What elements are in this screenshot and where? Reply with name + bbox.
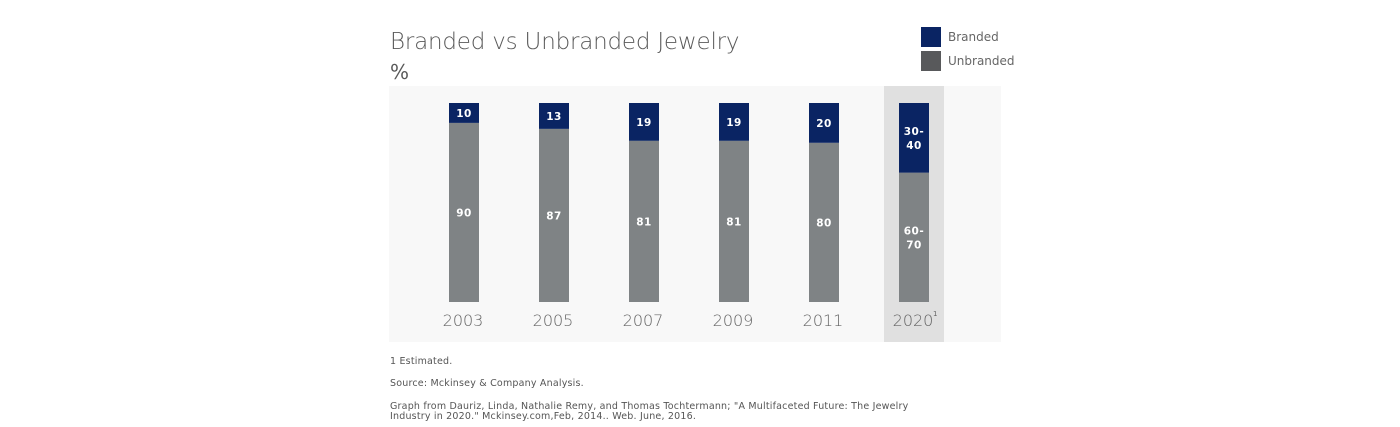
bar-unbranded-2003 (449, 122, 479, 303)
label-unbranded-2007: 81 (636, 216, 652, 228)
bar-unbranded-2005 (539, 128, 569, 302)
label-branded-2003: 10 (456, 108, 472, 120)
legend-label-unbranded: Unbranded (948, 54, 1015, 68)
bar-unbranded-2020 (899, 172, 929, 302)
x-tick-2011: 2011 (803, 311, 844, 330)
legend-swatch-branded (921, 27, 941, 47)
bar-branded-2009 (719, 103, 749, 141)
x-tick-2020: 2020 (893, 311, 934, 330)
label-unbranded-2005: 87 (546, 210, 562, 222)
bar-unbranded-2011 (809, 142, 839, 302)
label-branded-2020: 30-40 (904, 126, 924, 152)
x-tick-2003: 2003 (443, 311, 484, 330)
footnote-estimated: 1 Estimated. (390, 356, 453, 367)
label-branded-2007: 19 (636, 117, 652, 129)
bar-branded-2011 (809, 103, 839, 143)
legend-item-branded: Branded (921, 27, 1051, 47)
footnote-source: Source: Mckinsey & Company Analysis. (390, 378, 584, 389)
bar-branded-2005 (539, 103, 569, 129)
label-branded-2011: 20 (816, 118, 832, 130)
bar-branded-2020 (899, 103, 929, 173)
bar-unbranded-2009 (719, 140, 749, 302)
x-tick-2005: 2005 (533, 311, 574, 330)
label-branded-2005: 13 (546, 111, 562, 123)
legend-label-branded: Branded (948, 30, 999, 44)
bar-unbranded-2007 (629, 140, 659, 302)
chart-subtitle: % (390, 60, 410, 84)
x-tick-2009: 2009 (713, 311, 754, 330)
label-unbranded-2020: 60-70 (904, 225, 924, 251)
label-branded-2009: 19 (726, 117, 742, 129)
label-unbranded-2011: 80 (816, 217, 832, 229)
chart-title: Branded vs Unbranded Jewelry (390, 29, 740, 55)
x-tick-2007: 2007 (623, 311, 664, 330)
legend-item-unbranded: Unbranded (921, 51, 1051, 71)
bar-branded-2003 (449, 103, 479, 123)
legend-swatch-unbranded (921, 51, 941, 71)
footnote-citation: Graph from Dauriz, Linda, Nathalie Remy,… (390, 401, 909, 422)
label-unbranded-2009: 81 (726, 216, 742, 228)
x-tick-superscript-2020: 1 (933, 310, 937, 318)
bar-branded-2007 (629, 103, 659, 141)
label-unbranded-2003: 90 (456, 207, 472, 219)
